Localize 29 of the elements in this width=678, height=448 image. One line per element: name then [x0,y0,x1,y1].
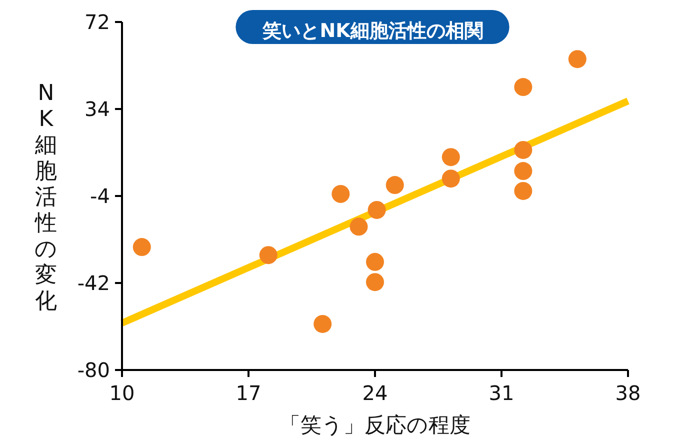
point [259,246,278,264]
x-tick-label: 10 [109,381,135,405]
x-axis-title: 「笑う」反応の程度 [280,413,470,437]
point [442,170,460,188]
point [366,273,384,292]
y-tick-label: -4 [90,184,110,208]
point [132,238,151,256]
y-tick-label: -42 [77,271,110,295]
point [514,140,532,159]
point [366,252,384,271]
text: NK細胞活性の変化 [34,81,58,314]
point [332,184,350,203]
chart-title: 笑いとNK細胞活性の相関 [262,20,484,42]
y-tick-label: 72 [84,10,110,34]
point [350,218,368,236]
x-tick-label: 24 [362,381,388,405]
x-tick-label: 38 [615,381,641,405]
x-tick-label: 31 [488,381,514,405]
point [442,148,460,166]
point [368,200,386,219]
y-tick-label: -80 [77,358,110,382]
x-tick-label: 17 [236,381,262,405]
point [514,162,532,180]
point [386,176,404,194]
point [568,50,586,68]
point [314,314,332,333]
y-tick-label: 34 [84,97,110,121]
point [514,78,532,96]
point [514,182,532,200]
